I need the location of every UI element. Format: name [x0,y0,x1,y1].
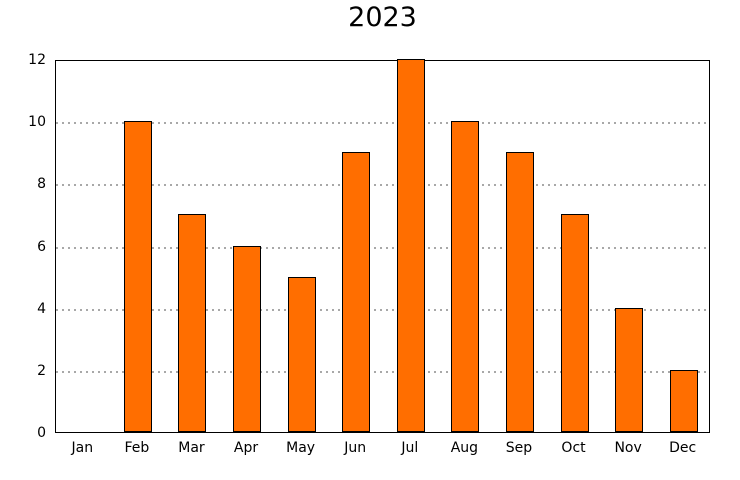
bar-aug [451,121,480,432]
y-tick-label-10: 10 [28,114,46,131]
gridline-y4 [56,308,709,311]
x-tick-label-feb: Feb [124,440,150,456]
bar-jul [396,59,425,432]
x-tick-label-may: May [286,440,316,456]
y-tick-label-4: 4 [37,300,46,317]
gridline-y6 [56,246,709,249]
x-tick-label-aug: Aug [450,440,479,456]
x-tick-label-apr: Apr [233,440,259,456]
bar-jun [342,152,371,432]
x-tick-label-mar: Mar [178,440,205,456]
x-tick-label-sep: Sep [505,440,533,456]
x-tick-label-dec: Dec [669,440,697,456]
bar-nov [615,307,644,432]
y-tick-label-6: 6 [37,238,46,255]
x-tick-label-jul: Jul [401,440,419,456]
x-tick-label-jun: Jun [344,440,367,456]
y-tick-label-0: 0 [37,425,46,441]
bar-sep [505,152,534,432]
y-tick-label-8: 8 [37,176,46,193]
x-tick-label-jan: Jan [71,440,94,456]
bar-apr [233,245,262,432]
gridline-y10 [56,122,709,125]
bar-feb [123,121,152,432]
plot-area [55,59,710,433]
y-tick-label-2: 2 [37,362,46,379]
x-tick-label-oct: Oct [561,440,586,456]
chart-title: 2023 [348,2,417,33]
bar-dec [669,369,698,432]
bar-mar [178,214,207,432]
x-tick-label-nov: Nov [614,440,642,456]
gridline-y8 [56,184,709,187]
gridline-y2 [56,370,709,373]
y-tick-label-12: 12 [28,52,46,68]
bar-oct [560,214,589,432]
bar-may [287,276,316,432]
